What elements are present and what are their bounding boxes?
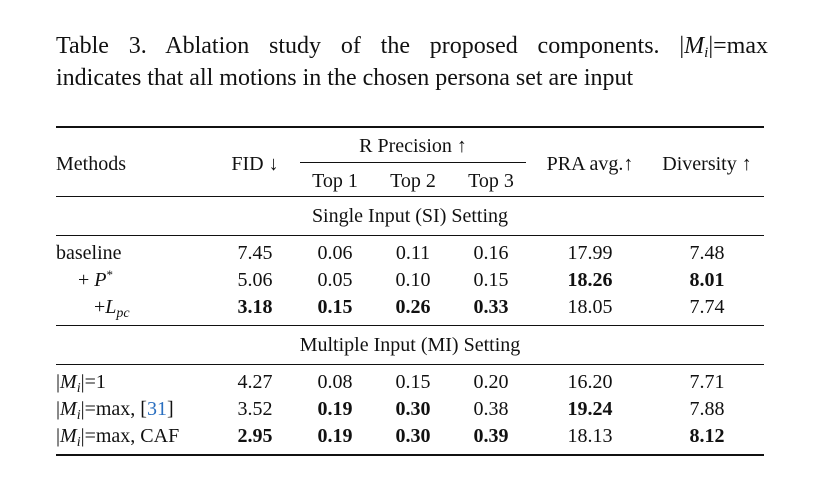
top1-cell: 0.19 <box>296 423 374 456</box>
method-suffix-end: ] <box>166 398 174 420</box>
top2-cell: 0.30 <box>395 398 431 420</box>
section-row-multiple: Multiple Input (MI) Setting <box>56 325 764 365</box>
top2-cell: 0.26 <box>395 296 431 318</box>
fid-cell: 2.95 <box>214 423 296 456</box>
header-pra: PRA avg.↑ <box>530 126 650 197</box>
top2-cell: 0.15 <box>374 364 452 396</box>
pra-cell: 18.05 <box>567 296 613 318</box>
pra-cell: 18.26 <box>567 269 613 291</box>
method-suffix: =max, CAF <box>84 425 180 447</box>
top1-cell: 0.19 <box>317 398 353 420</box>
fid-cell: 7.45 <box>214 235 296 267</box>
method-prefix: + <box>78 269 95 291</box>
method-suffix: =max, [ <box>84 398 147 420</box>
top3-cell: 0.39 <box>452 423 530 456</box>
method-suffix: =1 <box>84 371 106 393</box>
top3-cell: 0.38 <box>473 398 509 420</box>
method-math-subscript: pc <box>116 306 130 321</box>
method-math-symbol: M <box>60 398 77 420</box>
header-top1: Top 1 <box>312 169 358 192</box>
top3-cell: 0.16 <box>452 235 530 267</box>
fid-cell: 3.52 <box>237 398 273 420</box>
method-math-symbol: P <box>94 269 107 291</box>
table-row: |Mi|=1 4.27 0.08 0.15 0.20 16.20 7.71 <box>56 364 764 396</box>
method-cell: |Mi|=1 <box>56 364 214 396</box>
diversity-cell: 7.88 <box>689 398 725 420</box>
table-row: |Mi|=max, [31] 3.52 0.19 0.30 0.38 19.24… <box>56 396 764 423</box>
section-row-single: Single Input (SI) Setting <box>56 196 764 236</box>
top2-cell: 0.11 <box>374 235 452 267</box>
pra-cell: 16.20 <box>530 364 650 396</box>
diversity-cell: 7.48 <box>650 235 764 267</box>
caption-math-subscript: i <box>704 45 709 61</box>
section-title-single: Single Input (SI) Setting <box>56 196 764 236</box>
caption-text-suffix: =max <box>713 33 768 59</box>
ablation-table: Methods FID ↓ R Precision ↑ PRA avg.↑ Di… <box>56 126 764 456</box>
top3-cell: 0.20 <box>452 364 530 396</box>
top1-cell: 0.08 <box>296 364 374 396</box>
method-cell: baseline <box>56 235 214 267</box>
table-row: |Mi|=max, CAF 2.95 0.19 0.30 0.39 18.13 … <box>56 423 764 456</box>
section-title-multiple: Multiple Input (MI) Setting <box>56 325 764 365</box>
method-prefix: + <box>94 296 106 318</box>
caption-line-1: Table 3. Ablation study of the proposed … <box>56 33 768 61</box>
method-math-symbol: L <box>105 296 117 318</box>
fid-cell: 4.27 <box>214 364 296 396</box>
method-cell: |Mi|=max, [31] <box>56 398 174 423</box>
pra-cell: 17.99 <box>530 235 650 267</box>
top2-cell: 0.30 <box>374 423 452 456</box>
header-top3: Top 3 <box>468 169 514 192</box>
fid-cell: 5.06 <box>237 269 273 291</box>
top1-cell: 0.05 <box>317 269 353 291</box>
citation-link[interactable]: 31 <box>146 398 167 420</box>
method-cell: |Mi|=max, CAF <box>56 423 214 456</box>
top3-cell: 0.15 <box>473 269 509 291</box>
header-top2: Top 2 <box>390 169 436 192</box>
diversity-cell: 7.74 <box>689 296 725 318</box>
diversity-cell: 8.12 <box>650 423 764 456</box>
header-diversity: Diversity ↑ <box>650 126 764 197</box>
table-caption: Table 3. Ablation study of the proposed … <box>56 30 768 94</box>
diversity-cell: 8.01 <box>689 269 725 291</box>
method-math-subscript: i <box>76 408 81 423</box>
method-cell: + P* <box>56 267 214 294</box>
top3-cell: 0.33 <box>473 296 509 318</box>
table-row: +Lpc 3.18 0.15 0.26 0.33 18.05 7.74 <box>56 294 764 326</box>
diversity-cell: 7.71 <box>650 364 764 396</box>
caption-math-symbol: M <box>684 33 705 59</box>
table-row: baseline 7.45 0.06 0.11 0.16 17.99 7.48 <box>56 235 764 267</box>
pra-cell: 18.13 <box>530 423 650 456</box>
method-math-symbol: M <box>60 425 77 447</box>
header-row-1: Methods FID ↓ R Precision ↑ PRA avg.↑ Di… <box>56 126 764 197</box>
header-methods: Methods <box>56 126 214 197</box>
header-fid: FID ↓ <box>214 126 296 197</box>
caption-text: Table 3. Ablation study of the proposed … <box>56 33 660 59</box>
header-row-2: Top 1 Top 2 Top 3 <box>56 166 764 197</box>
top1-cell: 0.15 <box>317 296 353 318</box>
pra-cell: 19.24 <box>567 398 613 420</box>
top1-cell: 0.06 <box>296 235 374 267</box>
top2-cell: 0.10 <box>395 269 431 291</box>
header-r-precision: R Precision ↑ <box>296 126 530 166</box>
method-math-subscript: i <box>76 435 81 450</box>
fid-cell: 3.18 <box>237 296 273 318</box>
method-math-superscript: * <box>106 267 114 282</box>
table-row: + P* 5.06 0.05 0.10 0.15 18.26 8.01 <box>56 267 764 294</box>
method-cell: +Lpc <box>56 294 214 326</box>
header-r-precision-label: R Precision ↑ <box>300 135 526 163</box>
caption-line-2: indicates that all motions in the chosen… <box>56 65 634 91</box>
method-math-subscript: i <box>76 381 81 396</box>
method-math-symbol: M <box>60 371 77 393</box>
